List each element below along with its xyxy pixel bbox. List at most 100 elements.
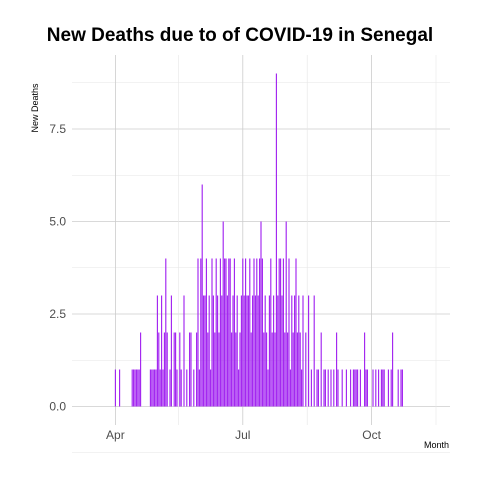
bar [170,295,172,407]
bar [221,295,223,407]
bar [197,258,199,407]
bar [207,332,209,407]
bar [380,369,382,407]
bar [313,295,315,407]
bar [359,369,361,407]
bar [291,295,293,407]
bar [267,369,269,407]
bar [323,369,325,407]
bar [186,369,188,407]
bar [236,295,238,407]
bar [281,295,283,407]
bar [163,332,165,407]
bar [231,332,233,407]
bar [245,258,247,407]
bar [190,332,192,407]
bar [294,295,296,407]
bar [249,258,251,407]
bar [159,369,161,407]
bar [219,258,221,407]
bar [214,332,216,407]
bar [330,369,332,407]
bar [135,369,137,407]
bar [250,332,252,407]
bar [383,369,385,407]
bar [200,258,202,407]
bar [240,295,242,407]
bar [254,295,256,407]
bar [247,295,249,407]
bar [169,369,171,407]
bar [225,258,227,407]
bar [239,332,241,407]
bar [233,258,235,407]
bar [252,295,254,407]
bar [352,369,354,407]
bar [364,332,366,407]
bar [259,258,261,407]
bar [274,332,276,407]
bar [228,258,230,407]
bar [400,369,402,407]
y-tick-label: 5.0 [49,215,66,229]
bar [224,258,226,407]
bar [151,369,153,407]
bar [285,221,287,407]
bar [208,295,210,407]
bar [183,295,185,407]
bar [390,369,392,407]
bar [155,369,157,407]
bar [266,332,268,407]
y-axis-title: New Deaths [30,83,40,133]
bar [289,369,291,407]
bar [235,332,237,407]
bar [173,332,175,407]
bar [401,369,403,407]
bar [366,369,368,407]
bar [212,295,214,407]
bar [264,295,266,407]
x-tick-label: Apr [106,428,125,442]
bar [375,369,377,407]
bar [131,369,133,407]
bar [149,369,151,407]
bar [210,369,212,407]
bar [179,332,181,407]
bar [268,295,270,407]
bar [337,369,339,407]
bar [365,369,367,407]
bar [275,73,277,407]
bar [140,332,142,407]
bar [273,295,275,407]
bar [317,369,319,407]
bar [354,369,356,407]
bar [114,369,116,407]
bar [277,295,279,407]
x-axis-title: Month [424,440,449,450]
chart-title: New Deaths due to of COVID-19 in Senegal [46,25,434,46]
bar [295,258,297,407]
bar [270,258,272,407]
bar [299,332,301,407]
bar [302,295,304,407]
bar [204,295,206,407]
bar [152,369,154,407]
bar [205,258,207,407]
y-tick-label: 7.5 [49,122,66,136]
bar [282,258,284,407]
bar [271,332,273,407]
bar [203,295,205,407]
bar [305,332,307,407]
bar [256,258,258,407]
axis-labels: New Deaths Month 0.0 2.5 5.0 7.5 Apr Jul Oct [30,83,449,450]
bar [243,295,245,407]
y-tick-label: 0.0 [49,400,66,414]
bar [310,369,312,407]
bar [296,332,298,407]
bar [263,332,265,407]
x-tick-label: Oct [362,428,381,442]
bar [158,332,160,407]
bar [253,258,255,407]
bar [261,258,263,407]
